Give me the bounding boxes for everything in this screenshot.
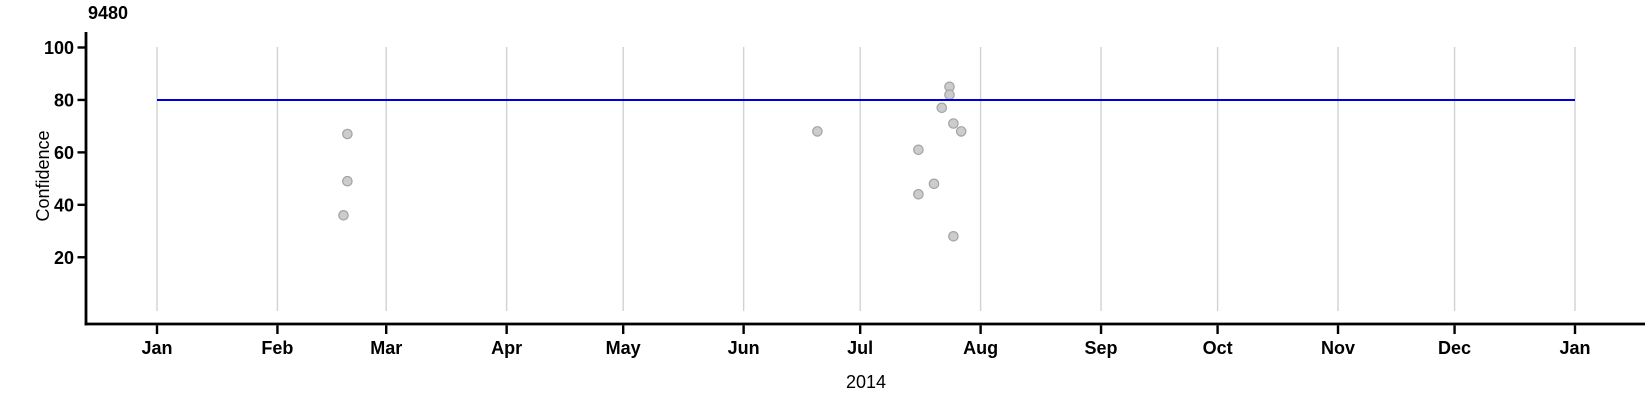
y-tick-label: 100	[44, 38, 74, 58]
y-tick-labels: 20 40 60 80 100	[44, 38, 74, 268]
data-point	[948, 118, 959, 129]
y-tick-label: 60	[54, 143, 74, 163]
y-tick-label: 40	[54, 195, 74, 215]
x-tick-label: Sep	[1085, 338, 1118, 358]
data-point	[913, 144, 924, 156]
data-point	[944, 89, 955, 100]
y-axis-label: Confidence	[33, 130, 53, 221]
data-points	[338, 81, 967, 242]
x-tick-label: Aug	[963, 338, 998, 358]
x-tick-label: Oct	[1203, 338, 1233, 358]
x-tick-label: Jan	[1559, 338, 1590, 358]
x-tick-labels: Jan Feb Mar Apr May Jun Jul Aug Sep Oct Nov Dec Jan	[141, 338, 1590, 358]
x-tick-label: Nov	[1321, 338, 1355, 358]
x-tick-label: Apr	[491, 338, 522, 358]
data-point	[342, 175, 353, 187]
data-point	[338, 210, 349, 221]
x-axis-label: 2014	[846, 372, 886, 392]
data-point	[812, 126, 823, 137]
data-point	[948, 231, 959, 242]
y-tick-label: 80	[54, 90, 74, 110]
gridlines	[156, 47, 1576, 311]
data-point	[342, 128, 353, 140]
data-point	[928, 178, 940, 190]
data-point	[913, 189, 924, 200]
x-tick-label: Jul	[847, 338, 873, 358]
x-tick-label: May	[606, 338, 641, 358]
chart-title: 9480	[88, 3, 128, 23]
x-tick-label: Jan	[141, 338, 172, 358]
x-tick-label: Mar	[370, 338, 402, 358]
data-point	[936, 102, 948, 114]
axes	[77, 32, 1645, 334]
x-tick-label: Jun	[728, 338, 760, 358]
x-tick-label: Dec	[1438, 338, 1471, 358]
y-tick-label: 20	[54, 248, 74, 268]
data-point	[955, 126, 967, 137]
x-tick-label: Feb	[261, 338, 293, 358]
